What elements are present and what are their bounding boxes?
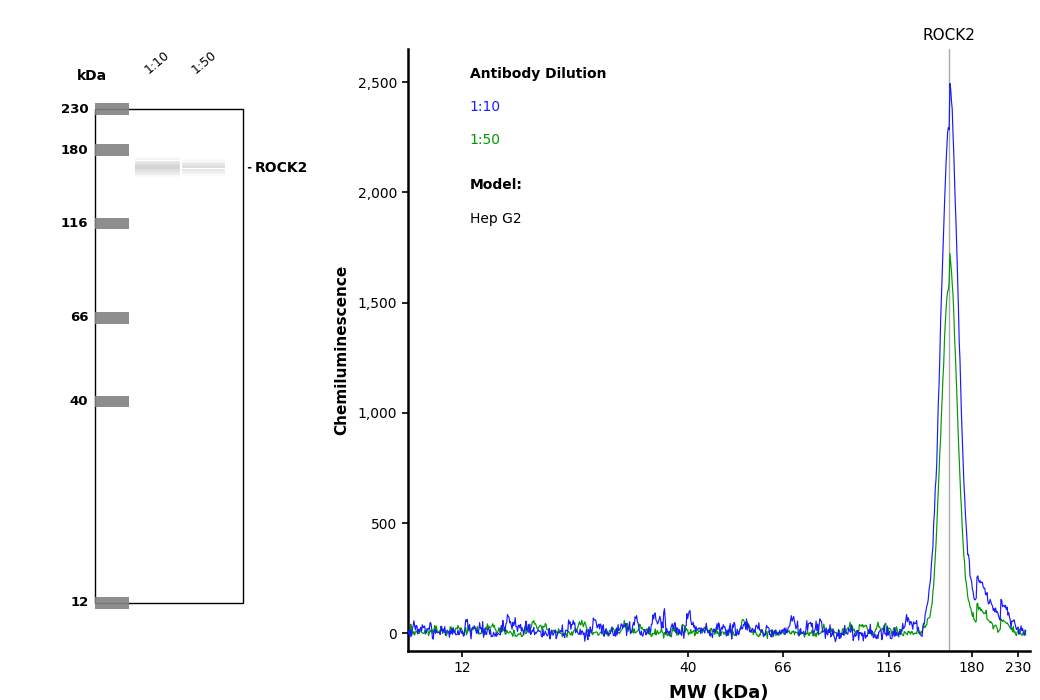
Bar — [134, 159, 180, 160]
Bar — [95, 104, 129, 115]
Bar — [182, 174, 225, 176]
Bar — [182, 167, 225, 169]
Text: 1:50: 1:50 — [470, 133, 501, 147]
Bar — [182, 170, 225, 172]
Bar — [95, 144, 129, 156]
X-axis label: MW (kDa): MW (kDa) — [669, 684, 769, 700]
Bar — [182, 166, 225, 167]
Bar — [134, 175, 180, 177]
Y-axis label: Chemiluminescence: Chemiluminescence — [335, 265, 349, 435]
Bar — [134, 167, 180, 169]
Bar — [182, 169, 225, 170]
Bar — [134, 172, 180, 174]
Bar — [182, 162, 225, 163]
Text: 12: 12 — [70, 596, 88, 609]
Bar — [182, 160, 225, 162]
Text: kDa: kDa — [77, 69, 107, 83]
Text: 66: 66 — [70, 312, 88, 324]
Text: Antibody Dilution: Antibody Dilution — [470, 67, 606, 81]
Bar — [134, 165, 180, 167]
Bar — [134, 164, 180, 165]
Text: 180: 180 — [60, 144, 88, 157]
Text: ROCK2: ROCK2 — [922, 28, 976, 43]
Bar — [95, 218, 129, 230]
Text: 230: 230 — [60, 103, 88, 116]
Bar — [95, 312, 129, 323]
Text: ROCK2: ROCK2 — [255, 161, 308, 175]
Bar — [134, 170, 180, 172]
Text: 40: 40 — [70, 395, 88, 408]
Bar — [182, 172, 225, 173]
Bar — [182, 173, 225, 174]
Bar — [134, 162, 180, 164]
Text: 1:10: 1:10 — [142, 48, 172, 76]
Text: 1:10: 1:10 — [470, 100, 501, 114]
Bar — [95, 396, 129, 407]
Bar — [182, 164, 225, 166]
Bar — [182, 163, 225, 164]
Bar — [134, 158, 180, 159]
Text: Model:: Model: — [470, 178, 523, 192]
Text: 116: 116 — [61, 217, 88, 230]
Bar — [134, 160, 180, 162]
Text: Hep G2: Hep G2 — [470, 211, 521, 225]
Bar — [134, 174, 180, 175]
Text: 1:50: 1:50 — [189, 48, 219, 76]
Bar — [95, 109, 243, 603]
Bar — [134, 169, 180, 170]
Bar — [95, 597, 129, 608]
Bar — [182, 159, 225, 160]
